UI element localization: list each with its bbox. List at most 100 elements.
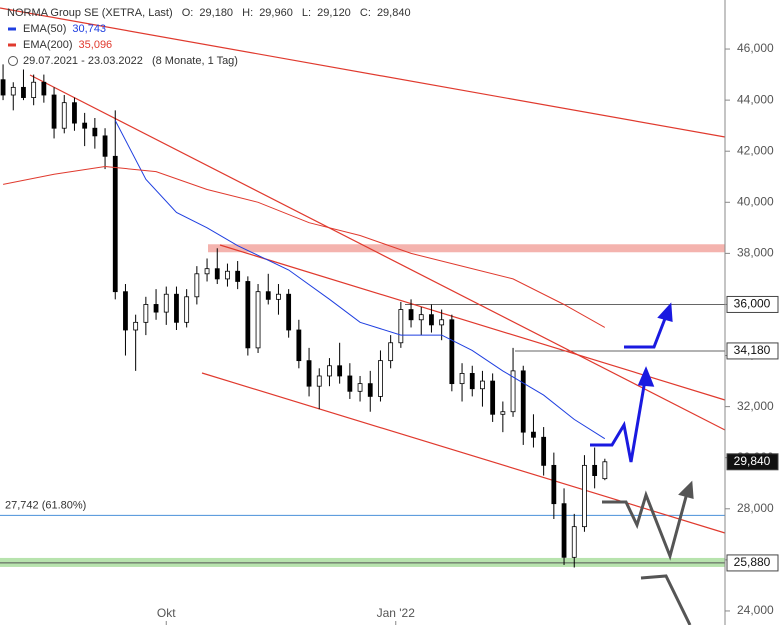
candle-body <box>276 293 281 300</box>
arrow-head <box>657 302 673 323</box>
candle-body <box>245 281 251 349</box>
candle-body <box>235 270 241 282</box>
candle-body <box>388 342 394 362</box>
candle-body <box>490 380 496 415</box>
y-tick-label: 40,000 <box>737 194 774 208</box>
candle-body <box>439 319 445 326</box>
arrow-head <box>637 366 655 387</box>
candle-body <box>602 461 608 480</box>
scenario-arrow <box>590 379 647 463</box>
candle-body <box>31 81 37 98</box>
candle-body <box>153 304 159 313</box>
candle-body <box>378 360 383 397</box>
price-box <box>726 554 779 572</box>
price-box <box>726 342 779 360</box>
candle-body <box>500 411 506 415</box>
y-tick-label: 32,000 <box>737 399 774 413</box>
price-box <box>726 295 779 313</box>
ohlc-key: H: <box>242 7 253 19</box>
candle-body <box>133 321 139 331</box>
y-tick-label: 28,000 <box>737 501 774 515</box>
candle-body <box>316 375 322 387</box>
candle-body <box>592 464 598 476</box>
title: NORMA Group SE (XETRA, Last) <box>7 7 173 19</box>
candle-body <box>92 127 98 137</box>
legend-name: EMA(200) <box>23 39 73 51</box>
legend-entry: EMA(200) 35,096 <box>23 39 112 51</box>
price-label: 29,840 <box>734 454 771 468</box>
candle-body <box>194 273 200 298</box>
candle-body <box>480 380 485 390</box>
x-tick-label: Jan '22 <box>377 606 416 620</box>
candle-body <box>347 375 353 392</box>
candle-body <box>469 373 475 390</box>
candle-body <box>571 526 577 558</box>
candle-body <box>449 319 455 385</box>
candle-body <box>82 122 88 129</box>
ohlc-value: 29,840 <box>377 7 411 19</box>
period: 29.07.2021 - 23.03.2022 (8 Monate, 1 Tag… <box>23 55 238 67</box>
trendline <box>29 74 726 431</box>
candle-body <box>112 155 118 293</box>
candle-body <box>184 296 190 323</box>
candle-body <box>0 79 6 96</box>
candle-body <box>255 291 261 349</box>
ohlc-key: L: <box>302 7 311 19</box>
candle-body <box>10 86 16 96</box>
candle-body <box>72 102 77 124</box>
trendlines <box>0 7 726 534</box>
candle-body <box>225 270 230 280</box>
candle-body <box>306 360 312 387</box>
period-icon <box>8 56 18 66</box>
candle-body <box>163 293 169 313</box>
trendline <box>201 372 726 534</box>
candle-body <box>408 309 414 321</box>
candle-body <box>367 383 373 397</box>
candle-body <box>265 291 271 300</box>
ohlc-value: 29,120 <box>317 7 351 19</box>
candle-body <box>582 464 587 528</box>
trendline <box>219 244 726 401</box>
candle-body <box>520 370 526 433</box>
candle-body <box>102 135 108 157</box>
candle-body <box>327 365 332 377</box>
candle-body <box>551 464 557 505</box>
ohlc-key: O: <box>182 7 194 19</box>
y-tick-label: 46,000 <box>737 41 774 55</box>
candle-body <box>398 309 404 344</box>
price-label: 25,880 <box>734 555 771 569</box>
price-box <box>726 453 779 471</box>
legend-entry: EMA(50) 30,743 <box>23 23 106 35</box>
price-label: 34,180 <box>734 343 771 357</box>
legend-value: 30,743 <box>72 23 106 35</box>
candle-body <box>41 81 47 96</box>
scenario-arrow <box>624 315 668 349</box>
candle-body <box>21 86 26 98</box>
candle-body <box>296 329 302 362</box>
candle-body <box>429 314 434 326</box>
candle-body <box>174 293 179 323</box>
candle-body <box>459 373 465 385</box>
candle-body <box>123 291 128 331</box>
scenario-arrow <box>640 574 692 625</box>
candle-body <box>286 293 292 331</box>
arrow-head <box>678 480 694 500</box>
candle-body <box>541 436 547 466</box>
resistance-zone <box>208 244 725 253</box>
candle-body <box>337 365 343 377</box>
candle-body <box>561 503 567 558</box>
legend-name: EMA(50) <box>23 23 66 35</box>
ohlc-value: 29,180 <box>199 7 233 19</box>
candle-body <box>531 431 536 438</box>
scenario-arrows <box>590 302 694 625</box>
ema-line <box>114 120 606 440</box>
candle-body <box>51 94 57 129</box>
candle-body <box>418 314 424 321</box>
header: NORMA Group SE (XETRA, Last) O: 29,180 H… <box>7 7 411 19</box>
ohlc-key: C: <box>360 7 371 19</box>
legend-value: 35,096 <box>79 39 113 51</box>
y-tick-label: 24,000 <box>737 603 774 617</box>
period-range: 29.07.2021 - 23.03.2022 <box>23 55 143 67</box>
candle-body <box>357 383 363 392</box>
